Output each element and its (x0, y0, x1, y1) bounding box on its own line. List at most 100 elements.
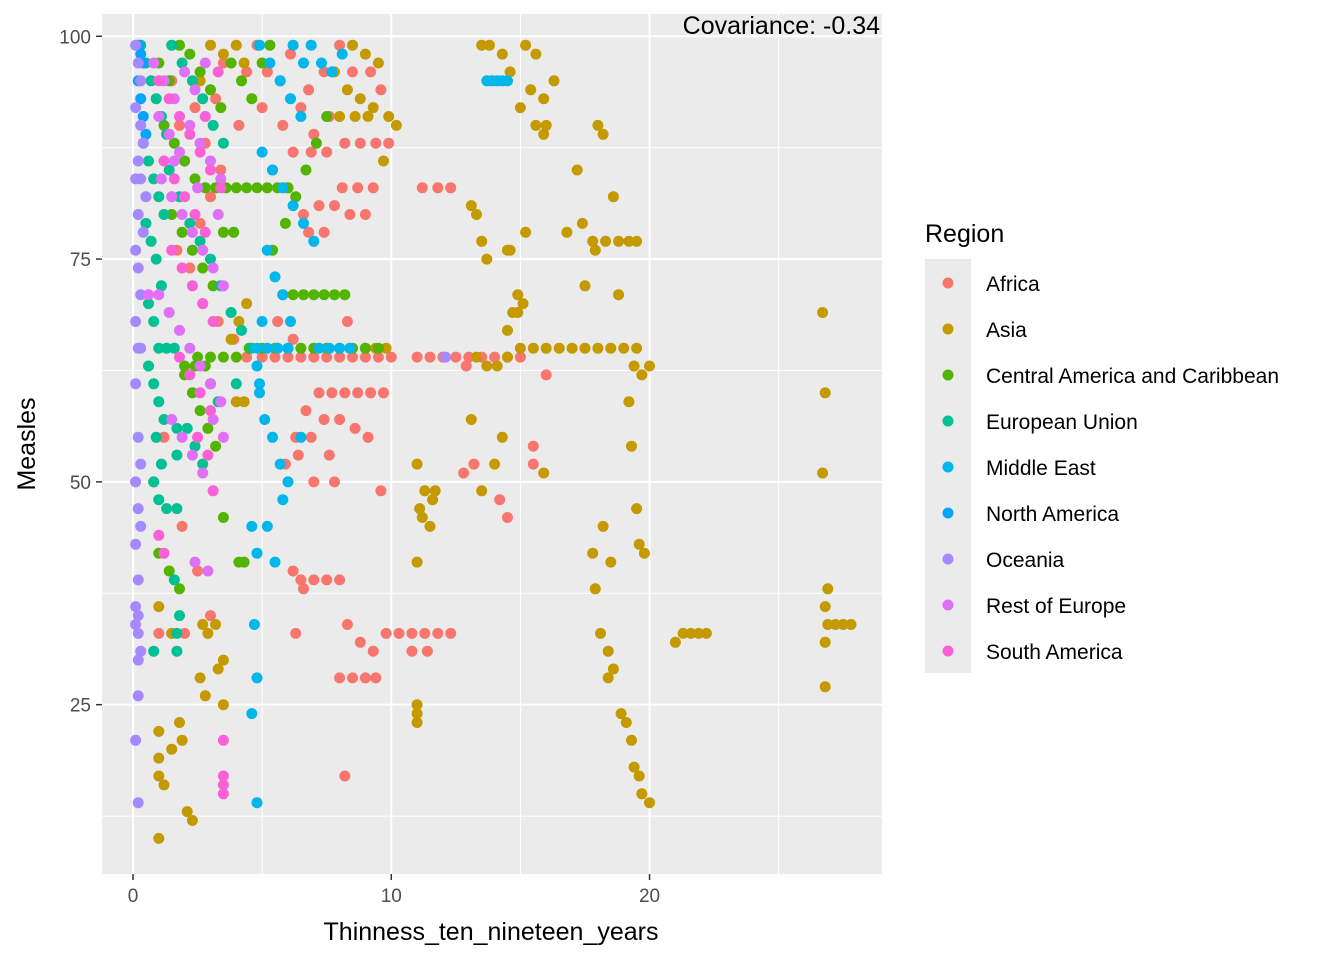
data-point (595, 627, 606, 639)
data-point (597, 520, 609, 532)
data-point (295, 431, 307, 443)
data-point (150, 93, 162, 105)
data-point (145, 75, 157, 87)
data-point (137, 111, 149, 122)
data-point (341, 316, 353, 327)
data-point (174, 610, 185, 622)
y-tick-label: 75 (70, 250, 91, 271)
data-point (166, 39, 178, 51)
data-point (613, 289, 625, 301)
data-point (197, 467, 209, 479)
data-point (225, 307, 237, 318)
data-point (540, 119, 552, 131)
data-point (192, 182, 204, 194)
data-point (217, 351, 229, 363)
data-point (411, 717, 423, 728)
data-point (148, 476, 160, 488)
data-point (186, 449, 198, 461)
data-point (130, 244, 142, 256)
data-point (189, 209, 201, 220)
data-point (476, 235, 488, 247)
data-point (329, 200, 340, 212)
data-point (135, 458, 147, 470)
data-point (194, 66, 206, 78)
data-point (336, 182, 348, 194)
data-point (589, 583, 601, 595)
data-point (186, 815, 198, 826)
data-point (241, 182, 253, 194)
data-point (207, 262, 219, 274)
data-point (845, 619, 857, 630)
legend-key (942, 277, 954, 289)
data-point (380, 627, 392, 639)
data-point (633, 770, 645, 782)
data-point (254, 39, 265, 51)
data-point (323, 449, 335, 461)
data-point (166, 209, 178, 220)
data-point (538, 128, 550, 140)
data-point (174, 583, 185, 595)
data-point (171, 627, 183, 639)
data-point (215, 164, 227, 176)
data-point (153, 191, 165, 203)
data-point (525, 84, 537, 96)
data-point (143, 289, 154, 301)
data-point (212, 66, 224, 78)
data-point (184, 369, 196, 381)
data-point (215, 396, 227, 408)
data-point (192, 565, 204, 577)
data-point (176, 209, 188, 220)
data-point (251, 182, 263, 194)
data-point (310, 137, 322, 149)
data-point (205, 164, 216, 176)
data-point (143, 298, 154, 310)
data-point (155, 173, 167, 185)
legend-label: South America (986, 641, 1123, 664)
data-point (424, 520, 436, 532)
data-point (189, 173, 201, 185)
data-point (238, 396, 250, 408)
legend-label: Oceania (986, 549, 1065, 572)
data-point (135, 93, 147, 105)
data-point (153, 752, 165, 764)
data-point (184, 262, 196, 274)
data-point (411, 699, 423, 711)
data-point (579, 280, 591, 292)
data-point (620, 717, 632, 728)
data-point (215, 173, 227, 185)
data-point (184, 128, 196, 140)
data-point (135, 119, 147, 131)
data-point (424, 351, 436, 363)
y-tick-label: 100 (59, 27, 91, 48)
data-point (176, 734, 188, 746)
data-point (256, 351, 268, 363)
data-point (378, 155, 389, 167)
legend-label: North America (986, 503, 1119, 526)
legend-key (942, 599, 954, 611)
data-point (512, 289, 524, 301)
data-point (463, 351, 475, 363)
data-point (295, 111, 307, 122)
data-point (285, 48, 296, 60)
data-point (132, 503, 144, 515)
legend-key (942, 415, 954, 427)
data-point (137, 137, 149, 149)
data-point (365, 387, 377, 399)
data-point (248, 619, 260, 630)
data-point (233, 316, 245, 327)
data-point (313, 342, 325, 354)
data-point (194, 137, 206, 149)
data-point (344, 342, 356, 354)
data-point (163, 307, 175, 318)
data-point (587, 547, 599, 559)
data-point (607, 663, 619, 675)
data-point (153, 342, 165, 354)
legend-key (942, 507, 954, 519)
data-point (132, 431, 144, 443)
data-point (179, 155, 191, 167)
data-point (489, 351, 501, 363)
data-point (246, 520, 258, 532)
data-point (130, 538, 142, 550)
data-point (349, 111, 361, 122)
